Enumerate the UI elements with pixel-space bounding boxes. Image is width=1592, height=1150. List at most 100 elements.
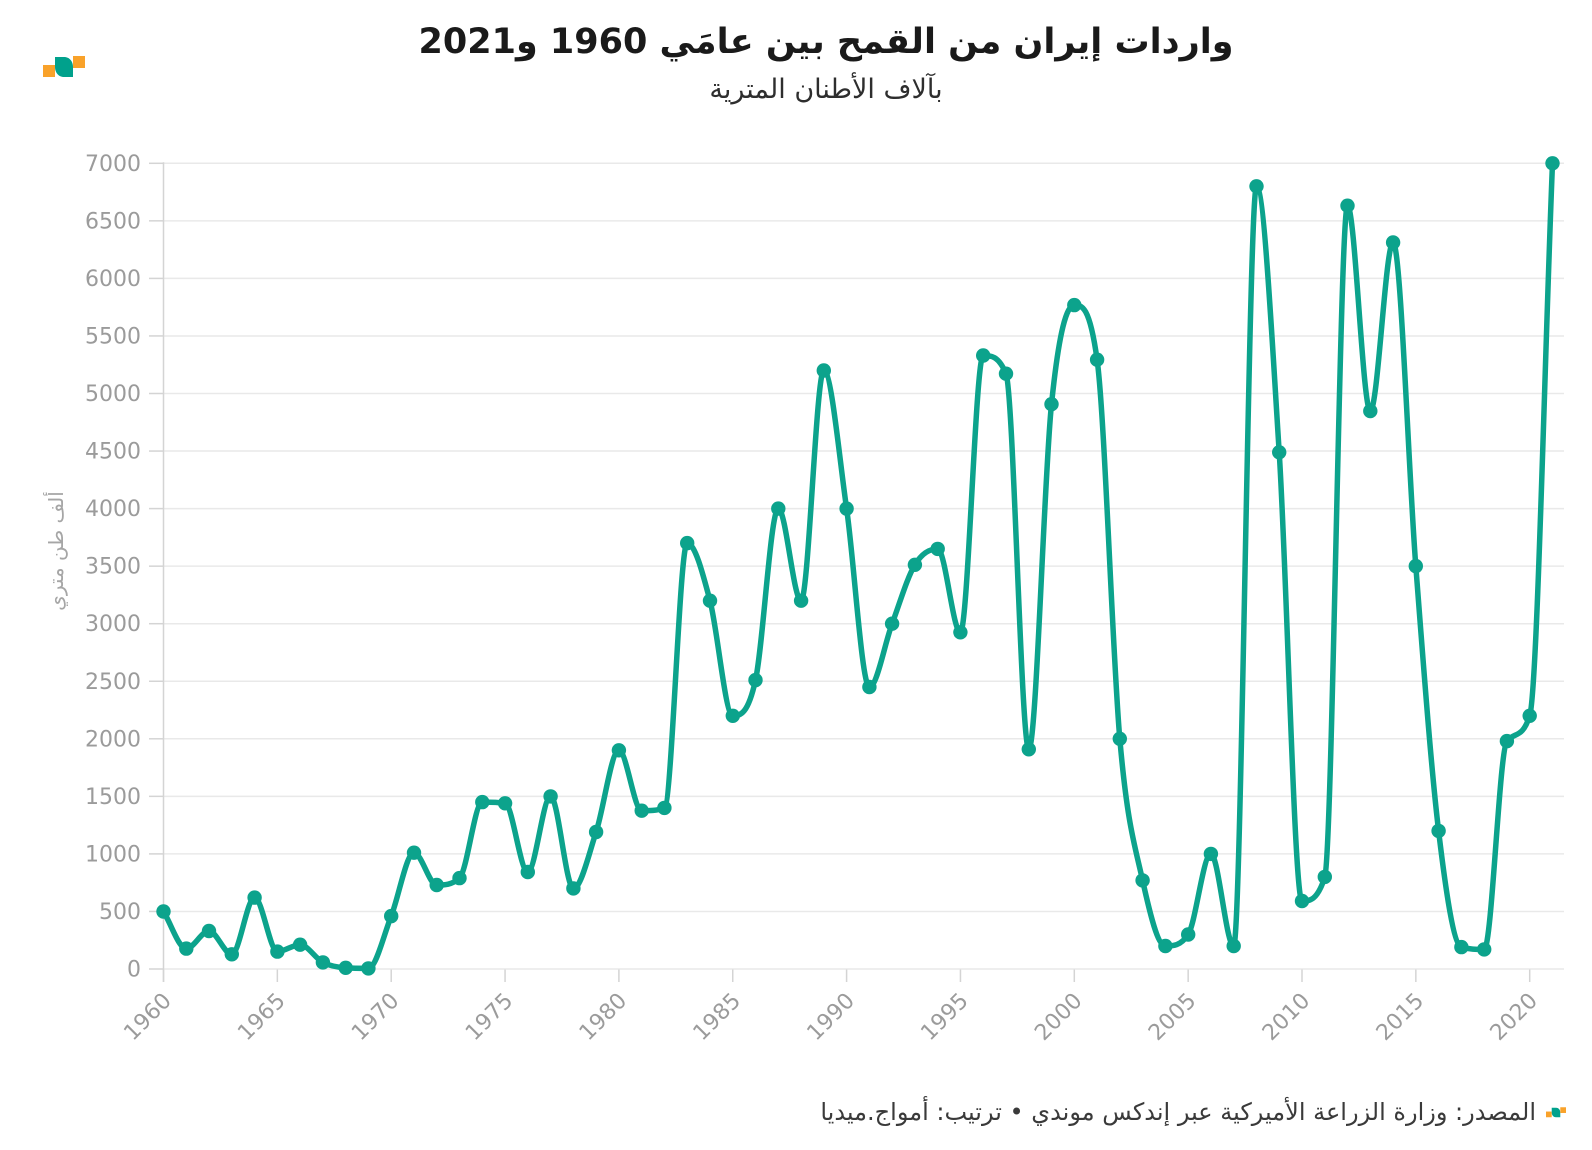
footer: المصدر: وزارة الزراعة الأميركية عبر إندك… [820,1098,1566,1126]
data-point[interactable] [1294,893,1310,909]
data-point[interactable] [862,679,877,695]
x-tick-label: 2020 [1486,989,1543,1046]
data-points [156,156,1560,976]
data-point[interactable] [1545,156,1560,171]
data-point[interactable] [315,955,331,970]
data-point[interactable] [1158,938,1173,954]
y-tick-label: 5000 [85,382,141,407]
y-tick-label: 1500 [85,785,141,810]
data-point[interactable] [907,557,923,572]
page-title: واردات إيران من القمح بين عامَي 1960 و20… [418,22,1234,62]
data-point[interactable] [1044,397,1059,412]
data-point[interactable] [976,348,991,363]
data-point[interactable] [247,890,262,905]
data-point[interactable] [452,870,467,886]
data-point[interactable] [1181,927,1196,942]
y-tick-label: 4500 [85,440,141,465]
data-point[interactable] [543,789,558,804]
data-point[interactable] [1226,938,1241,954]
x-tick-label: 1985 [689,989,746,1046]
y-tick-label: 2500 [85,670,141,695]
data-point[interactable] [520,864,535,880]
data-point[interactable] [270,944,285,959]
y-tick-label: 1000 [85,842,141,867]
data-point[interactable] [611,743,627,758]
data-series [160,160,1556,972]
data-point[interactable] [1522,708,1537,723]
amwaj-logo-small [1546,1106,1566,1117]
data-point[interactable] [1203,846,1219,862]
logo-square-right [73,56,85,68]
data-point[interactable] [224,947,239,962]
data-point[interactable] [384,908,399,924]
data-point[interactable] [1499,733,1515,749]
data-point[interactable] [1067,297,1082,313]
x-tick-label: 1960 [119,989,176,1046]
data-point[interactable] [1089,352,1105,367]
data-point[interactable] [201,923,217,939]
data-point[interactable] [1477,942,1492,957]
data-point[interactable] [1363,403,1378,419]
x-tick-label: 2005 [1144,989,1201,1046]
data-point[interactable] [292,937,308,952]
y-tick-label: 0 [127,958,141,983]
data-point[interactable] [1272,445,1287,460]
data-point[interactable] [406,845,422,860]
data-point[interactable] [475,794,490,810]
amwaj-logo [43,56,85,77]
data-point[interactable] [588,824,604,840]
data-point[interactable] [1317,869,1333,885]
logo-square-left [1546,1111,1552,1117]
x-tick-label: 1970 [347,989,404,1046]
x-tick-label: 1965 [233,989,290,1046]
logo-square-left [43,65,55,77]
grid-lines [163,162,1564,970]
data-point[interactable] [816,363,831,378]
data-point[interactable] [657,800,672,816]
data-point[interactable] [793,593,809,608]
x-tick-label: 1980 [575,989,632,1046]
y-tick-label: 7000 [85,152,141,177]
data-point[interactable] [725,708,740,723]
data-point[interactable] [634,803,649,818]
data-point[interactable] [1021,742,1036,757]
data-point[interactable] [680,535,695,551]
y-tick-label: 500 [99,900,141,925]
data-point[interactable] [748,672,763,688]
data-point[interactable] [1431,823,1446,839]
data-point[interactable] [1135,873,1150,888]
data-point[interactable] [1249,179,1264,194]
data-point[interactable] [1385,235,1401,250]
y-tick-label: 3500 [85,555,141,580]
data-point[interactable] [566,881,581,896]
data-point[interactable] [361,961,376,976]
line-chart: 0 500 1000 1500 2000 2500 3000 3500 4000 4500 5000… [85,152,1564,1046]
data-point[interactable] [156,904,171,919]
x-tick-label: 2000 [1030,989,1087,1046]
data-point[interactable] [1112,731,1128,746]
data-point[interactable] [338,960,353,975]
y-tick-label: 6000 [85,267,141,292]
data-point[interactable] [998,366,1014,381]
y-tick-label: 3000 [85,612,141,637]
data-point[interactable] [953,625,968,640]
x-tick-label: 1995 [916,989,973,1046]
data-point[interactable] [1408,558,1424,574]
y-tick-label: 5500 [85,324,141,349]
data-point[interactable] [930,541,945,557]
data-point[interactable] [1454,939,1469,955]
data-point[interactable] [839,501,854,516]
data-point[interactable] [429,877,444,893]
data-point[interactable] [771,501,786,516]
data-point[interactable] [1340,198,1355,213]
page-subtitle: بآلاف الأطنان المترية [709,74,943,105]
source-text: المصدر: وزارة الزراعة الأميركية عبر إندك… [820,1098,1536,1126]
axis-ticks [149,162,1531,982]
data-point[interactable] [884,616,900,631]
data-point[interactable] [497,796,513,811]
data-point[interactable] [179,941,194,956]
x-tick-label: 1990 [803,989,860,1046]
x-tick-label: 2015 [1372,989,1429,1046]
data-point[interactable] [702,593,718,608]
